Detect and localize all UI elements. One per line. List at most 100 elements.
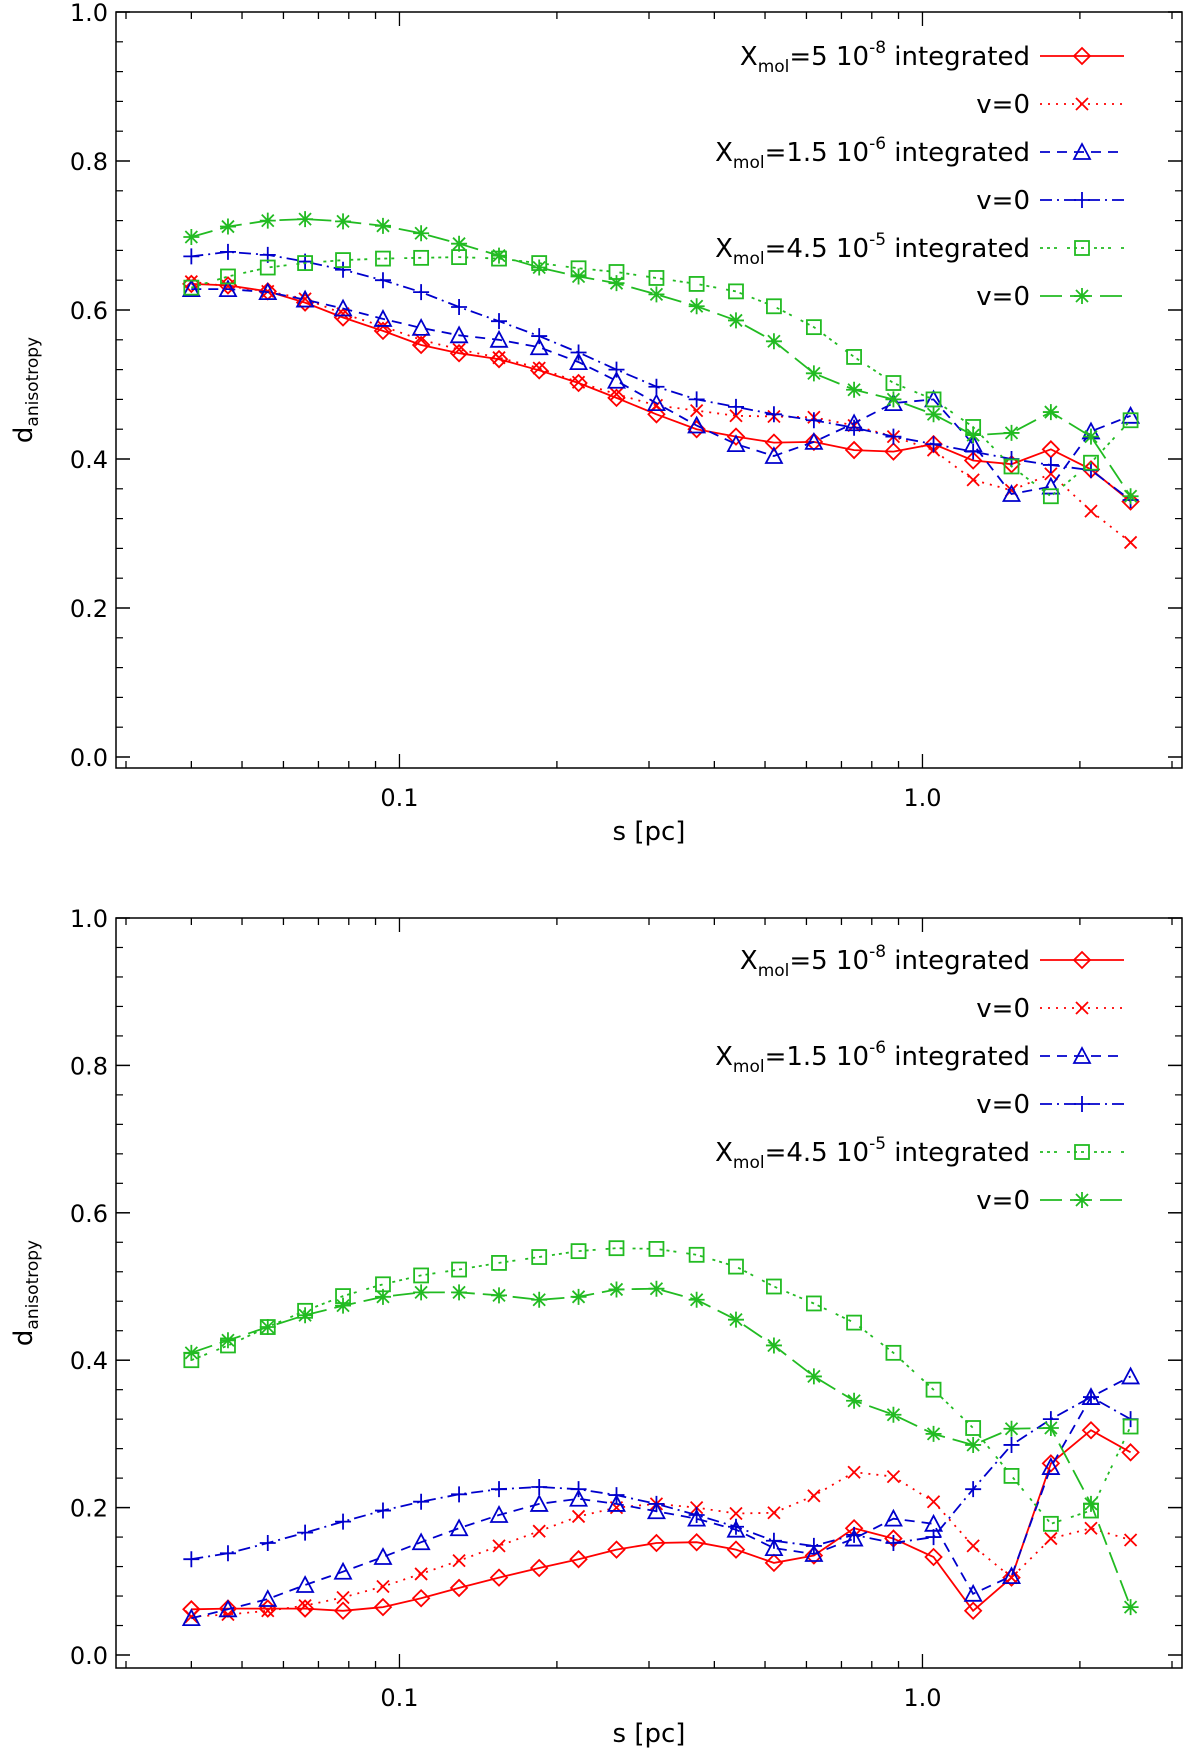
legend-label-sup: -5 [869, 230, 886, 250]
data-point [529, 337, 549, 356]
legend-entry: v=0 [976, 282, 1124, 312]
legend-label-mid: =4.5 10 [765, 234, 869, 264]
data-point [963, 451, 983, 470]
data-point [259, 259, 276, 276]
data-point [607, 1540, 626, 1559]
data-point [452, 1554, 466, 1568]
data-point [373, 1547, 393, 1565]
data-point [492, 351, 506, 365]
data-point [183, 248, 200, 265]
legend-label-sub: mol [733, 1057, 765, 1077]
data-point [847, 1465, 861, 1479]
data-point [764, 1538, 784, 1557]
data-point [571, 1509, 586, 1524]
data-point [648, 286, 665, 303]
data-point [571, 375, 586, 389]
data-point [608, 1240, 625, 1257]
data-point [646, 393, 666, 412]
data-point [413, 284, 430, 301]
data-point [570, 1243, 587, 1260]
data-point [1122, 1599, 1139, 1616]
data-point [608, 275, 625, 292]
y-tick-label: 0.6 [70, 297, 108, 325]
data-point [689, 403, 704, 418]
data-point [764, 1553, 784, 1573]
data-point [846, 349, 862, 365]
series-3 [183, 1389, 1139, 1568]
legend-marker [1074, 240, 1090, 256]
data-point [1082, 428, 1099, 445]
legend-label-post: integrated [886, 1138, 1030, 1168]
data-point [297, 211, 314, 228]
data-point [569, 373, 588, 393]
legend-entry: Xmol=4.5 10-5 integrated [715, 1134, 1124, 1173]
legend-entry: v=0 [976, 90, 1124, 120]
data-point [965, 1420, 982, 1436]
data-point [218, 279, 238, 298]
legend-label-post: integrated [886, 42, 1030, 72]
series-5 [183, 1280, 1139, 1616]
data-point [295, 1599, 315, 1618]
data-point [608, 361, 625, 378]
data-point [570, 268, 587, 285]
legend-entry: v=0 [976, 186, 1124, 216]
legend-marker [1072, 142, 1092, 160]
data-point [570, 1481, 587, 1498]
data-point [726, 427, 746, 446]
data-point [727, 1518, 744, 1535]
data-point [965, 443, 982, 460]
y-axis-title-main: d [9, 427, 39, 444]
data-point [373, 321, 393, 341]
data-point [219, 218, 236, 235]
data-point [1122, 1418, 1139, 1435]
legend-label: Xmol=4.5 10-5 integrated [715, 230, 1030, 269]
data-point [764, 433, 784, 452]
data-point [807, 1489, 821, 1503]
data-point [688, 1506, 705, 1523]
data-point [489, 1505, 509, 1523]
data-point [805, 1537, 822, 1554]
legend-marker [1074, 1096, 1090, 1112]
data-point [1003, 1436, 1020, 1453]
data-point [925, 1381, 942, 1398]
data-point [804, 432, 824, 452]
legend-label: v=0 [976, 282, 1030, 312]
legend-marker [1072, 950, 1092, 970]
data-point [491, 247, 508, 264]
series-line [191, 1429, 1132, 1613]
data-point [925, 436, 942, 453]
data-point [531, 1249, 548, 1265]
legend-label-post: integrated [886, 946, 1030, 976]
data-point [374, 217, 391, 234]
series-line [191, 256, 1132, 498]
data-point [924, 1547, 943, 1567]
legend-label-sub: mol [733, 153, 765, 173]
legend-label-mid: =5 10 [789, 946, 869, 976]
legend-label-sup: -5 [869, 1134, 886, 1154]
y-tick-label: 0.8 [70, 1052, 108, 1080]
data-point [531, 1291, 548, 1308]
y-axis-title: danisotropy [9, 337, 43, 443]
data-point [373, 309, 393, 327]
data-point [1044, 1531, 1058, 1546]
y-tick-label: 0.6 [70, 1200, 108, 1228]
legend-entry: Xmol=1.5 10-6 integrated [715, 134, 1124, 173]
legend-label-pre: v=0 [976, 994, 1030, 1024]
legend-label-mid: =1.5 10 [765, 138, 869, 168]
data-point [333, 298, 353, 317]
legend-entry: v=0 [976, 1186, 1124, 1216]
data-point [804, 431, 824, 450]
y-axis-title-main: d [9, 1330, 39, 1347]
data-point [1042, 1420, 1059, 1436]
data-point [1003, 424, 1020, 441]
y-tick-label: 0.8 [70, 148, 108, 176]
data-point [1041, 476, 1061, 495]
x-tick-label: 0.1 [380, 784, 418, 812]
data-point [608, 1281, 625, 1298]
data-point [1123, 1533, 1138, 1547]
data-point [1121, 405, 1141, 424]
data-point [727, 1311, 744, 1328]
data-point [1082, 1495, 1099, 1512]
data-point [259, 1534, 276, 1551]
